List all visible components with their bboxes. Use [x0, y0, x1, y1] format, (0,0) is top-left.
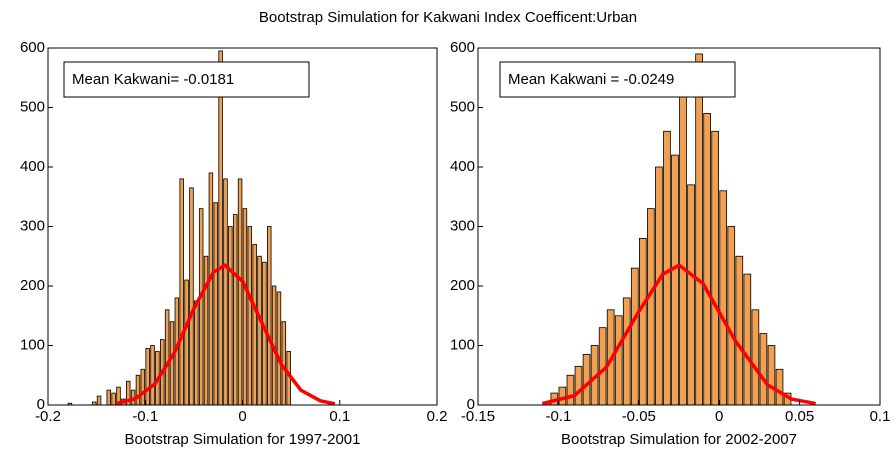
x-tick-label: 0.1: [870, 408, 891, 425]
bar: [242, 208, 248, 406]
annotation-box: [499, 61, 736, 98]
x-tick-label: 0: [715, 408, 723, 425]
bar: [671, 154, 679, 406]
y-tick-label: 0: [37, 396, 45, 413]
axes-box: [47, 47, 438, 406]
x-tick-label: -0.15: [461, 408, 495, 425]
bar: [96, 395, 102, 406]
bar: [775, 368, 784, 406]
fit-curve: [115, 262, 336, 406]
x-axis-label: Bootstrap Simulation for 1997-2001: [125, 431, 361, 448]
fit-curve: [541, 263, 817, 406]
bar: [169, 321, 175, 406]
bar: [719, 190, 728, 406]
bar: [140, 368, 146, 406]
bar: [184, 279, 189, 406]
bar: [252, 243, 257, 406]
annotation: Mean Kakwani= -0.0181: [72, 71, 234, 88]
bar: [135, 374, 141, 406]
y-tick-label: 200: [20, 277, 45, 294]
bar: [663, 130, 671, 406]
bar: [735, 255, 744, 406]
y-tick-label: 600: [450, 39, 475, 56]
annotation-box: [63, 61, 310, 98]
bar: [179, 178, 184, 406]
bar: [232, 214, 238, 406]
x-tick-label: -0.1: [132, 408, 158, 425]
x-tick-label: -0.2: [35, 408, 61, 425]
figure-title: Bootstrap Simulation for Kakwani Index C…: [259, 9, 637, 26]
x-tick-label: 0.05: [785, 408, 814, 425]
bar: [647, 208, 655, 406]
y-tick-label: 600: [20, 39, 45, 56]
bar: [213, 202, 218, 406]
bar: [218, 50, 223, 406]
bar: [727, 226, 736, 406]
bar: [276, 291, 282, 406]
bar: [566, 374, 575, 406]
y-tick-label: 100: [450, 336, 475, 353]
y-tick-label: 300: [20, 217, 45, 234]
x-tick-label: 0: [238, 408, 246, 425]
bar: [267, 226, 272, 406]
bar: [237, 178, 243, 406]
bar: [228, 226, 233, 406]
bar: [106, 389, 112, 406]
bar: [150, 345, 155, 406]
bar: [164, 309, 170, 406]
bar: [574, 365, 583, 406]
x-tick-label: 0.1: [329, 408, 350, 425]
y-tick-label: 500: [450, 98, 475, 115]
annotation: Mean Kakwani = -0.0249: [508, 71, 674, 88]
x-tick-label: 0.2: [427, 408, 448, 425]
bar: [630, 267, 639, 406]
bar: [257, 255, 262, 406]
bar: [679, 95, 687, 406]
bar: [247, 226, 253, 406]
bar: [767, 345, 776, 406]
bar: [198, 208, 204, 406]
bar: [622, 297, 631, 406]
y-tick-label: 200: [450, 277, 475, 294]
bar: [223, 178, 228, 406]
x-tick-label: -0.1: [545, 408, 571, 425]
bar: [558, 386, 567, 406]
y-tick-label: 100: [20, 336, 45, 353]
bar: [145, 348, 150, 406]
bar: [639, 237, 647, 406]
x-tick-label: -0.05: [622, 408, 656, 425]
y-tick-label: 400: [20, 158, 45, 175]
y-tick-label: 500: [20, 98, 45, 115]
bar: [203, 255, 209, 406]
bar: [759, 333, 768, 406]
bar: [703, 113, 711, 406]
bar: [711, 130, 720, 406]
x-axis-label: Bootstrap Simulation for 2002-2007: [561, 431, 797, 448]
axes-box: [477, 47, 881, 406]
bar: [614, 315, 623, 406]
bar: [111, 392, 116, 406]
y-tick-label: 300: [450, 217, 475, 234]
bar: [194, 300, 199, 406]
y-tick-label: 400: [450, 158, 475, 175]
bar: [695, 53, 703, 406]
bar: [687, 184, 695, 406]
bar: [208, 172, 214, 406]
y-tick-label: 0: [467, 396, 475, 413]
bar: [751, 309, 760, 406]
bar: [582, 354, 591, 406]
bar: [743, 273, 752, 406]
bar: [189, 187, 194, 406]
